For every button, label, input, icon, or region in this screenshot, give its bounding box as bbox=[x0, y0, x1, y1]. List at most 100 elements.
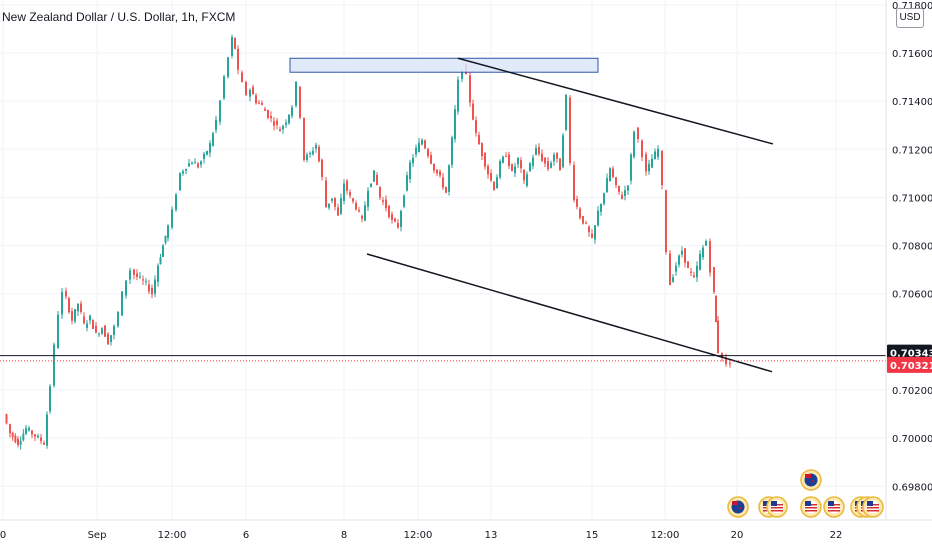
candle-body bbox=[318, 146, 320, 162]
candle-body bbox=[11, 432, 14, 438]
currency-button[interactable]: USD bbox=[896, 8, 924, 28]
candle-body bbox=[588, 226, 590, 233]
candle-body bbox=[382, 200, 384, 202]
candle-body bbox=[315, 144, 317, 149]
candle-body bbox=[179, 172, 181, 191]
candle-body bbox=[684, 248, 686, 263]
candle-body bbox=[34, 434, 36, 437]
candle-body bbox=[445, 186, 447, 193]
candle-body bbox=[709, 241, 711, 273]
candle-body bbox=[379, 186, 381, 198]
candle-body bbox=[203, 153, 205, 159]
time-axis[interactable]: 0 Sep 12:00 6 8 12:00 13 15 12:00 20 22 bbox=[0, 530, 842, 541]
candle-body bbox=[303, 117, 305, 160]
candle-body bbox=[478, 134, 480, 145]
candle-body bbox=[340, 198, 342, 214]
candle-body bbox=[367, 190, 369, 207]
candle-body bbox=[43, 442, 45, 445]
candle-body bbox=[98, 333, 100, 335]
candle-body bbox=[661, 151, 663, 185]
y-tick-label: 0.70800 bbox=[892, 242, 932, 253]
candle-body bbox=[110, 335, 112, 342]
candle-body bbox=[358, 210, 360, 212]
candle-body bbox=[612, 168, 614, 178]
candle-body bbox=[355, 202, 357, 210]
price-axis[interactable]: 0.71800 0.71600 0.71400 0.71200 0.71000 0.708… bbox=[892, 1, 932, 493]
candle-body bbox=[104, 325, 106, 337]
candle-body bbox=[627, 185, 629, 191]
us-flag-icon[interactable] bbox=[862, 496, 884, 518]
candle-body bbox=[258, 102, 260, 104]
candle-body bbox=[113, 325, 115, 335]
candle-body bbox=[337, 207, 339, 216]
candle-body bbox=[717, 320, 719, 354]
us-flag-icon[interactable] bbox=[823, 496, 845, 518]
candle-body bbox=[630, 154, 632, 181]
nz-flag-icon[interactable] bbox=[800, 469, 822, 491]
candle-body bbox=[565, 94, 567, 130]
candle-body bbox=[591, 233, 593, 238]
candle-body bbox=[136, 273, 138, 277]
candle-body bbox=[231, 37, 233, 56]
candle-body bbox=[17, 438, 19, 446]
candle-body bbox=[53, 344, 55, 386]
candle-body bbox=[61, 292, 63, 315]
candle-body bbox=[693, 275, 695, 277]
candle-body bbox=[46, 414, 48, 446]
price-tag-label: 0.70343 bbox=[890, 349, 932, 360]
us-flag-icon[interactable] bbox=[766, 496, 788, 518]
chart-title: New Zealand Dollar / U.S. Dollar, 1h, FX… bbox=[2, 10, 236, 24]
x-tick-label: 6 bbox=[243, 530, 249, 541]
candle-body bbox=[89, 315, 91, 321]
candle-body bbox=[553, 154, 555, 162]
nz-flag-icon[interactable] bbox=[727, 496, 749, 518]
candle-body bbox=[696, 265, 698, 278]
candle-body bbox=[162, 245, 164, 257]
candle-body bbox=[690, 271, 692, 273]
candle-body bbox=[669, 253, 671, 286]
y-tick-label: 0.71000 bbox=[892, 193, 932, 204]
drawings[interactable] bbox=[0, 57, 886, 373]
resistance-zone-rect[interactable] bbox=[289, 57, 599, 73]
candle-body bbox=[171, 209, 173, 228]
us-flag-icon[interactable] bbox=[800, 496, 822, 518]
candle-body bbox=[185, 168, 187, 171]
candle-body bbox=[234, 37, 236, 49]
candle-body bbox=[282, 125, 284, 130]
candle-body bbox=[83, 316, 85, 324]
candle-body bbox=[569, 97, 571, 163]
candle-body bbox=[151, 287, 153, 295]
candle-body bbox=[121, 291, 123, 316]
candle-body bbox=[267, 110, 269, 118]
candle-body bbox=[331, 198, 333, 201]
x-tick-label: 12:00 bbox=[651, 530, 680, 541]
candle-body bbox=[430, 155, 432, 164]
candle-body bbox=[129, 270, 131, 280]
candle-body bbox=[523, 169, 525, 181]
candle-body bbox=[279, 129, 281, 132]
grid bbox=[0, 0, 886, 520]
candle-body bbox=[409, 162, 411, 180]
y-tick-label: 0.69800 bbox=[892, 482, 932, 493]
candle-body bbox=[376, 174, 378, 185]
candle-body bbox=[206, 150, 208, 155]
candle-body bbox=[637, 127, 639, 139]
upper-trend-line[interactable] bbox=[457, 57, 774, 145]
candle-body bbox=[71, 311, 73, 321]
candle-body bbox=[493, 181, 495, 191]
candle-body bbox=[299, 86, 301, 118]
candle-body bbox=[550, 162, 552, 168]
x-tick-label: 8 bbox=[341, 530, 347, 541]
events[interactable] bbox=[727, 469, 884, 518]
candle-body bbox=[702, 247, 704, 258]
candle-body bbox=[223, 76, 225, 99]
x-tick-label: 13 bbox=[485, 530, 498, 541]
candle-body bbox=[641, 140, 643, 157]
candle-body bbox=[117, 312, 119, 327]
candle-body bbox=[535, 147, 537, 155]
lower-trend-line[interactable] bbox=[366, 253, 773, 373]
candle-body bbox=[603, 193, 605, 204]
candle-body bbox=[194, 162, 196, 164]
